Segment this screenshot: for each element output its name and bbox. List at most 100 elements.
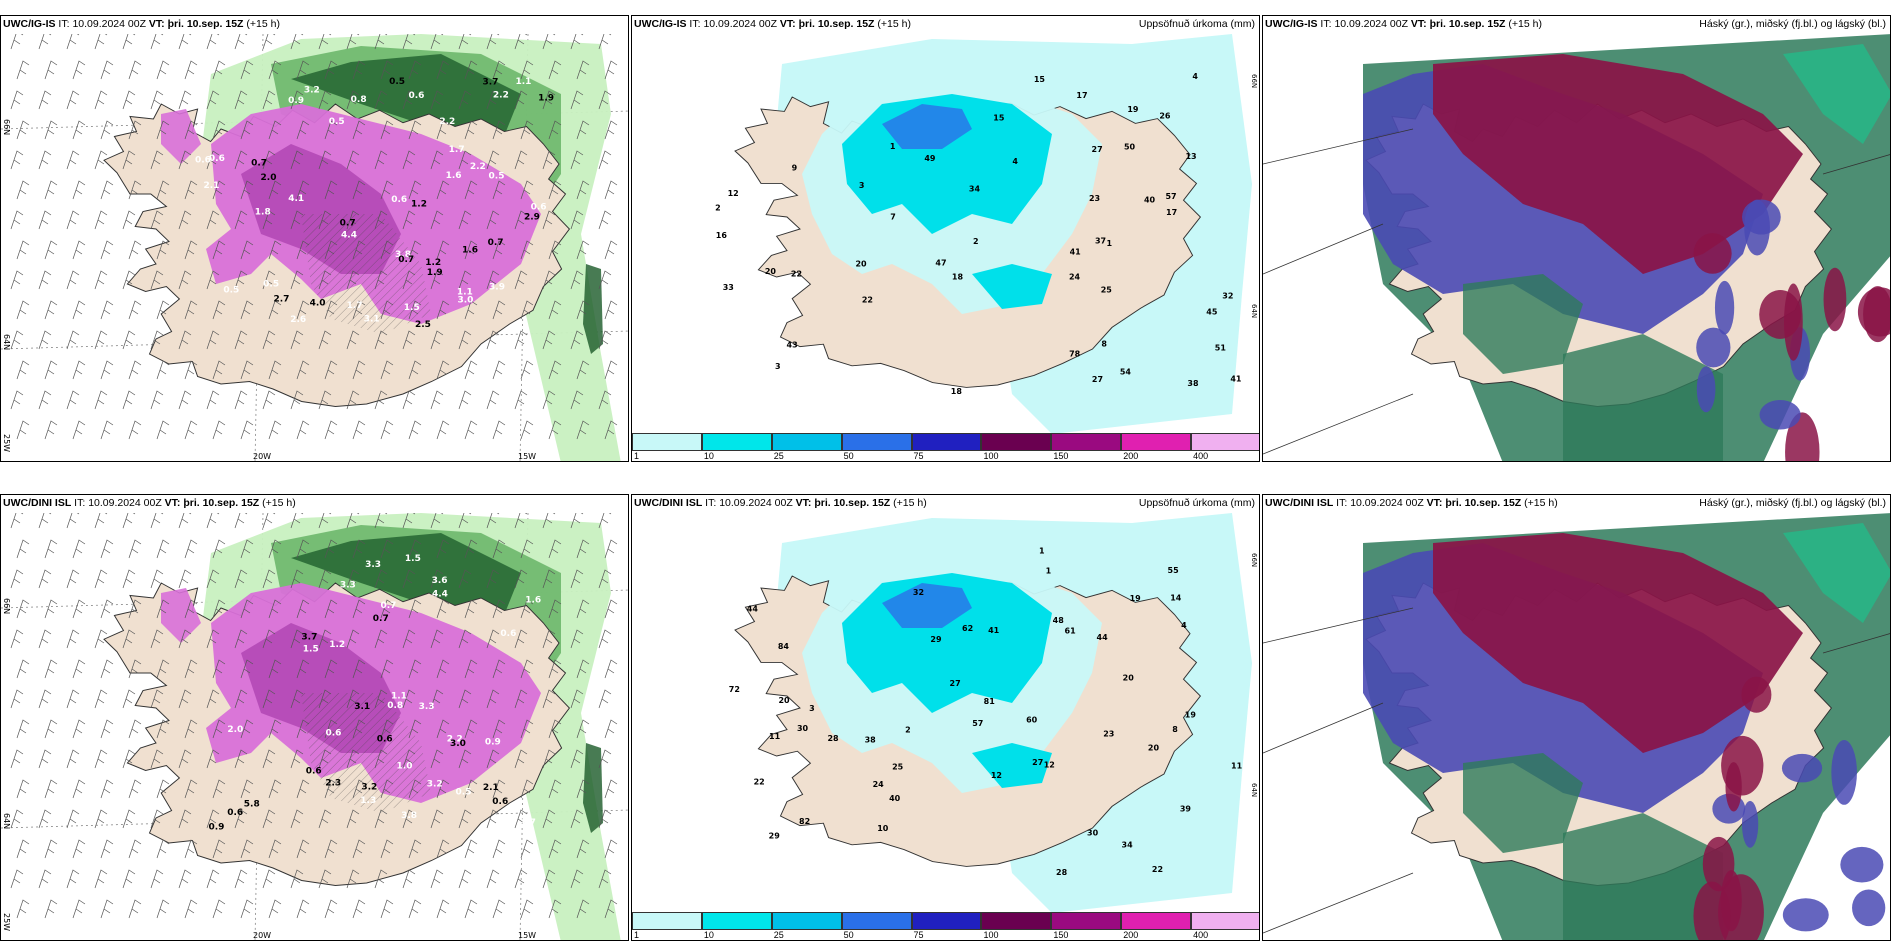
wind-barb (38, 513, 52, 529)
snow-value-label: 1.7 (520, 818, 536, 828)
colorbar-segment (981, 912, 1052, 930)
wind-barb (268, 420, 282, 440)
panel-header: UWC/DINI ISL IT: 10.09.2024 00Z VT: þri.… (634, 497, 927, 509)
wind-barb (268, 240, 282, 260)
precip-value-label: 27 (1092, 145, 1103, 154)
precip-value-label: 23 (1103, 729, 1114, 738)
wind-barb (374, 513, 388, 529)
wind-barb (156, 779, 170, 799)
wind-barb (542, 869, 556, 889)
wind-barb (520, 420, 534, 440)
wind-barb (380, 120, 394, 140)
wind-barb (352, 360, 366, 380)
wind-barb (576, 599, 590, 619)
wind-barb (234, 210, 248, 230)
wind-barb (290, 150, 304, 170)
wind-barb (380, 60, 394, 80)
wind-barb (458, 569, 472, 589)
wind-barb (240, 240, 254, 260)
cloud-cell (1725, 762, 1742, 812)
hatch-area (301, 693, 431, 813)
snow-value-label: 0.7 (340, 218, 356, 228)
precip-value-label: 10 (877, 824, 889, 833)
wind-barb (514, 210, 528, 230)
wind-barb (464, 300, 478, 320)
wind-barb (178, 90, 192, 110)
wind-barb (234, 513, 248, 529)
wind-barb (44, 659, 58, 679)
wind-barb (44, 360, 58, 380)
wind-barb (374, 809, 388, 829)
wind-barb (94, 869, 108, 889)
wind-barb (346, 270, 360, 290)
snow-value-label: 0.7 (488, 238, 504, 248)
wind-barb (570, 689, 584, 709)
wind-barb (436, 599, 450, 619)
wind-barb (184, 839, 198, 859)
wind-barb (486, 270, 500, 290)
it-value: 10.09.2024 00Z (72, 18, 146, 30)
wind-barb (520, 60, 534, 80)
precip-value-label: 34 (1122, 841, 1134, 850)
snow-value-label: 1.6 (446, 171, 462, 181)
wind-barb (324, 899, 338, 919)
lon-label: 25W (2, 434, 11, 452)
wind-barb (486, 513, 500, 529)
wind-barb (178, 270, 192, 290)
wind-barb (128, 420, 142, 440)
wind-barb (408, 240, 422, 260)
snow-value-label: 0.6 (195, 155, 211, 165)
wind-barb (570, 210, 584, 230)
wind-barb (380, 839, 394, 859)
wind-barb (72, 180, 86, 200)
wind-barb (576, 120, 590, 140)
wind-barb (458, 330, 472, 350)
precip-value-label: 28 (827, 734, 839, 743)
wind-barb (16, 180, 30, 200)
wind-barb (576, 420, 590, 440)
wind-barb (324, 659, 338, 679)
wind-barb (178, 210, 192, 230)
wind-barb (66, 90, 80, 110)
wind-barb (150, 869, 164, 889)
wind-barb (296, 360, 310, 380)
panel-top-right: UWC/IG-IS IT: 10.09.2024 00Z VT: þri. 10… (1262, 15, 1891, 462)
wind-barb (598, 869, 612, 889)
precip-value-label: 38 (1187, 379, 1199, 388)
precip-value-label: 34 (969, 184, 981, 193)
wind-barb (128, 120, 142, 140)
colorbar-tick-label: 150 (1053, 451, 1069, 461)
precip-value-label: 25 (892, 763, 904, 772)
snow-value-label: 1.2 (411, 200, 427, 210)
wind-barb (122, 749, 136, 769)
precip-value-label: 30 (1087, 829, 1099, 838)
hatch-area (301, 214, 431, 334)
snow-value-label: 1.2 (425, 258, 441, 268)
wind-barb (576, 779, 590, 799)
wind-barb (234, 390, 248, 410)
precip-title: Uppsöfnuð úrkoma (mm) (1138, 18, 1255, 30)
wind-barb (464, 120, 478, 140)
colorbar-tick-label: 50 (843, 930, 854, 940)
wind-barb (380, 360, 394, 380)
wind-barb (486, 809, 500, 829)
wind-barb (436, 60, 450, 80)
wind-barb (380, 779, 394, 799)
wind-barb (542, 749, 556, 769)
colorbar-segment (981, 433, 1052, 451)
wind-barb (598, 569, 612, 589)
snow-value-label: 0.7 (398, 255, 414, 265)
wind-barb (206, 809, 220, 829)
wind-barb (16, 539, 30, 559)
wind-barb (514, 330, 528, 350)
wind-barb (324, 240, 338, 260)
cloud-cell (1781, 753, 1823, 783)
wind-barb (318, 330, 332, 350)
wind-barb (38, 330, 52, 350)
wind-barb (318, 749, 332, 769)
wind-barb (44, 60, 58, 80)
wind-barb (150, 210, 164, 230)
wind-barb (290, 330, 304, 350)
wind-barb (234, 869, 248, 889)
cloud-title: Háský (gr.), miðský (fj.bl.) og lágský (… (1699, 497, 1886, 509)
